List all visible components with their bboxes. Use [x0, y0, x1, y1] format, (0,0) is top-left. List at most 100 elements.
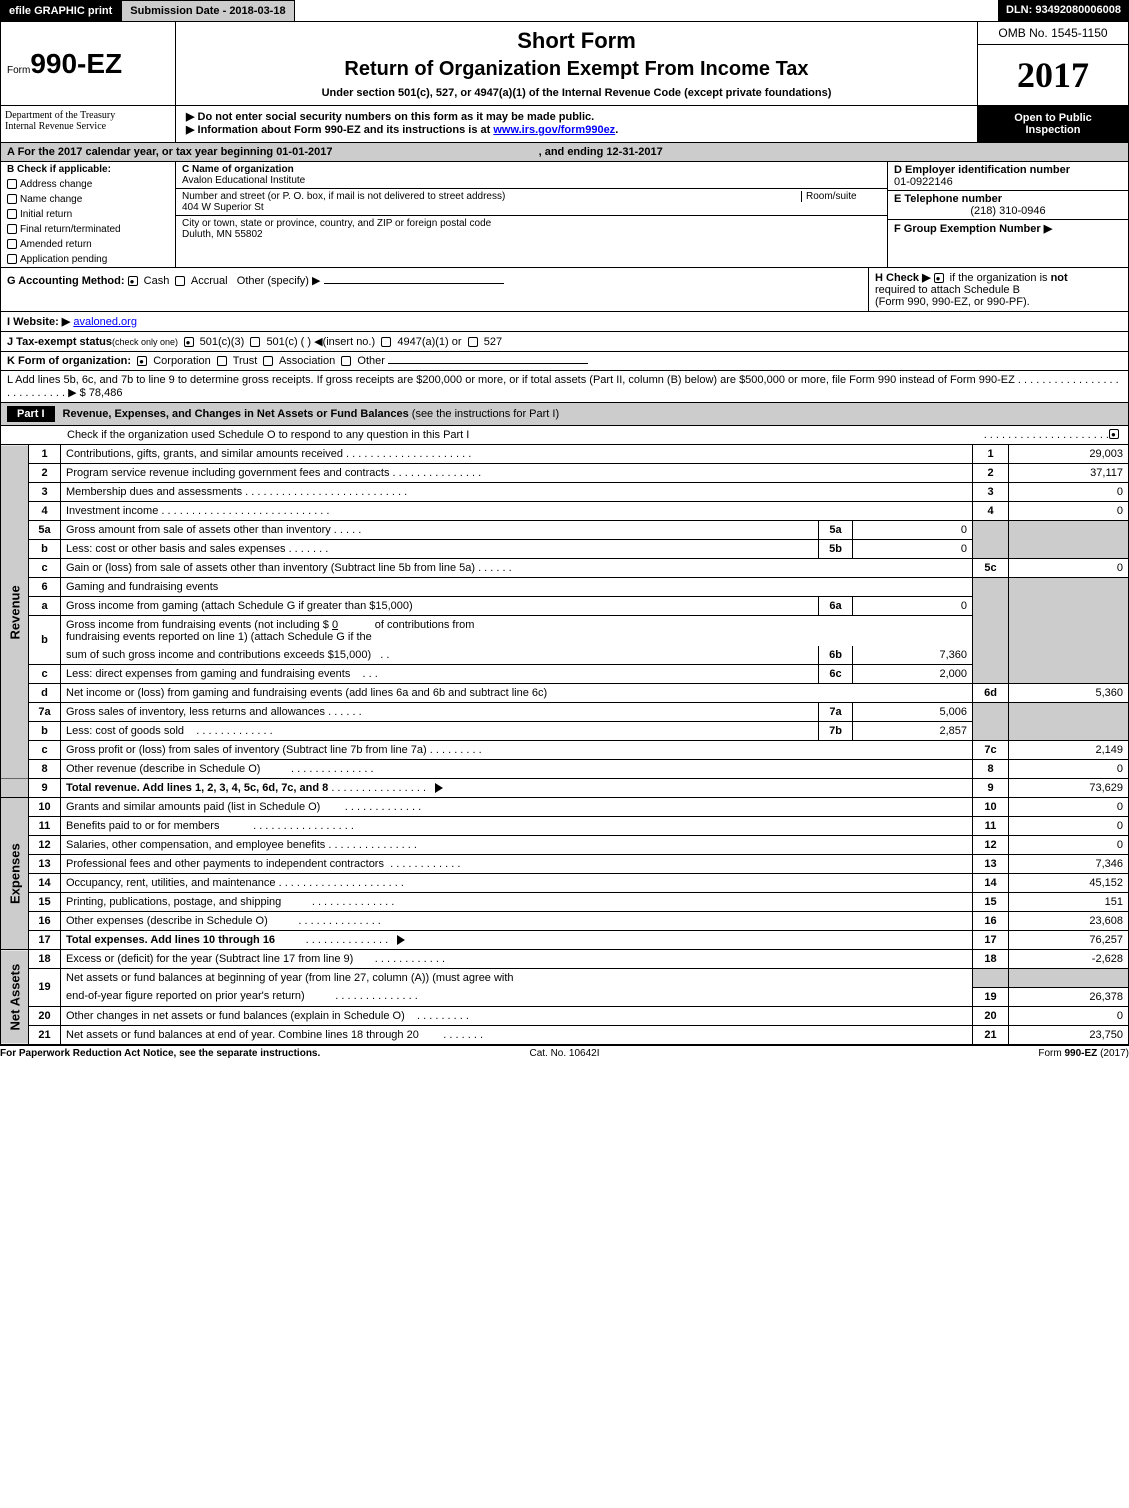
line-19-1: 19 Net assets or fund balances at beginn… — [1, 969, 1129, 988]
line-19-value: 26,378 — [1009, 987, 1129, 1006]
b-initial-return[interactable]: Initial return — [1, 207, 175, 222]
website-link[interactable]: avaloned.org — [73, 316, 137, 328]
efile-print-button[interactable]: efile GRAPHIC print — [0, 0, 121, 22]
line-20: 20 Other changes in net assets or fund b… — [1, 1006, 1129, 1025]
j-527-check[interactable] — [468, 337, 478, 347]
short-form-title: Short Form — [182, 28, 971, 54]
city-cell: City or town, state or province, country… — [176, 216, 887, 242]
h-text2: required to attach Schedule B — [875, 284, 1020, 296]
k-corp-check[interactable] — [137, 356, 147, 366]
k-trust-check[interactable] — [217, 356, 227, 366]
j-4947: 4947(a)(1) or — [397, 336, 461, 348]
j-sub: (check only one) ­ — [112, 337, 181, 347]
line-5a-value: 0 — [853, 521, 973, 540]
line-11: 11 Benefits paid to or for members . . .… — [1, 817, 1129, 836]
part-1-check[interactable] — [1109, 429, 1119, 439]
header-row-2: Department of the Treasury Internal Reve… — [0, 106, 1129, 143]
b-application-pending[interactable]: Application pending — [1, 252, 175, 267]
k-other-input[interactable] — [388, 363, 588, 364]
c-label: C Name of organization — [182, 164, 294, 175]
line-18-value: -2,628 — [1009, 950, 1129, 969]
omb-number: OMB No. 1545-1150 — [978, 22, 1128, 45]
d-label: D Employer identification number — [894, 164, 1070, 176]
dept-treasury: Department of the Treasury — [5, 110, 171, 121]
k-other: Other — [357, 355, 385, 367]
line-21-value: 23,750 — [1009, 1025, 1129, 1044]
main-title: Return of Organization Exempt From Incom… — [182, 58, 971, 81]
line-15-value: 151 — [1009, 893, 1129, 912]
section-b: B Check if applicable: Address change Na… — [1, 162, 176, 267]
instr2-prefix: ▶ Information about Form 990-EZ and its … — [186, 124, 493, 136]
lines-table: Revenue 1 Contributions, gifts, grants, … — [0, 445, 1129, 1045]
top-spacer — [295, 0, 998, 22]
line-1: Revenue 1 Contributions, gifts, grants, … — [1, 445, 1129, 464]
form-header: Form990-EZ Short Form Return of Organiza… — [0, 22, 1129, 106]
expenses-side: Expenses — [1, 798, 29, 950]
d-cell: D Employer identification number 01-0922… — [888, 162, 1128, 191]
footer-center: Cat. No. 10642I — [376, 1048, 752, 1059]
part-1-check-row: Check if the organization used Schedule … — [0, 426, 1129, 445]
l-amount: ▶ $ 78,486 — [68, 387, 122, 399]
c-value: Avalon Educational Institute — [182, 175, 881, 186]
line-18: Net Assets 18 Excess or (deficit) for th… — [1, 950, 1129, 969]
d-value: 01-0922146 — [894, 176, 1122, 188]
line-6a-value: 0 — [853, 597, 973, 616]
k-row: K Form of organization: Corporation Trus… — [0, 352, 1129, 371]
dept-irs: Internal Revenue Service — [5, 121, 171, 132]
line-a-end: , and ending 12-31-2017 — [539, 146, 663, 158]
line-5a: 5a Gross amount from sale of assets othe… — [1, 521, 1129, 540]
line-15: 15 Printing, publications, postage, and … — [1, 893, 1129, 912]
g-accrual-check[interactable] — [175, 276, 185, 286]
b-final-return[interactable]: Final return/terminated — [1, 222, 175, 237]
line-6: 6 Gaming and fundraising events — [1, 578, 1129, 597]
instr2-suffix: . — [615, 124, 618, 136]
section-bcdef: B Check if applicable: Address change Na… — [0, 162, 1129, 268]
g-label: G Accounting Method: — [7, 275, 125, 287]
line-2-value: 37,117 — [1009, 464, 1129, 483]
f-label: F Group Exemption Number ▶ — [894, 223, 1052, 235]
line-9: 9 Total revenue. Add lines 1, 2, 3, 4, 5… — [1, 779, 1129, 798]
g-accrual: Accrual — [191, 275, 228, 287]
b-amended-return[interactable]: Amended return — [1, 237, 175, 252]
k-other-check[interactable] — [341, 356, 351, 366]
line-5b: b Less: cost or other basis and sales ex… — [1, 540, 1129, 559]
h-check[interactable] — [934, 273, 944, 283]
line-14: 14 Occupancy, rent, utilities, and maint… — [1, 874, 1129, 893]
j-4947-check[interactable] — [381, 337, 391, 347]
part-1-header: Part I Revenue, Expenses, and Changes in… — [0, 403, 1129, 426]
b-address-change[interactable]: Address change — [1, 177, 175, 192]
line-20-value: 0 — [1009, 1006, 1129, 1025]
j-527: 527 — [484, 336, 502, 348]
k-assoc-check[interactable] — [263, 356, 273, 366]
arrow-icon — [435, 783, 443, 793]
i-label: I Website: ▶ — [7, 316, 70, 328]
open-line-2: Inspection — [982, 124, 1124, 136]
subtitle: Under section 501(c), 527, or 4947(a)(1)… — [182, 87, 971, 99]
department-cell: Department of the Treasury Internal Reve… — [1, 106, 176, 142]
k-label: K Form of organization: — [7, 355, 131, 367]
g-cash-check[interactable] — [128, 276, 138, 286]
h-not: not — [1051, 272, 1068, 284]
form-prefix: Form — [7, 65, 30, 76]
f-cell: F Group Exemption Number ▶ — [888, 220, 1128, 237]
revenue-side: Revenue — [1, 445, 29, 779]
k-corp: Corporation — [153, 355, 210, 367]
line-16-value: 23,608 — [1009, 912, 1129, 931]
part-1-check-text: Check if the organization used Schedule … — [7, 429, 984, 441]
instr-line-1: ▶ Do not enter social security numbers o… — [186, 110, 967, 123]
g-other-input[interactable] — [324, 283, 504, 284]
page-footer: For Paperwork Reduction Act Notice, see … — [0, 1045, 1129, 1059]
b-name-change[interactable]: Name change — [1, 192, 175, 207]
j-501c-check[interactable] — [250, 337, 260, 347]
j-501c3-check[interactable] — [184, 337, 194, 347]
line-9-value: 73,629 — [1009, 779, 1129, 798]
j-501c: 501(c) ( ) ◀(insert no.) — [266, 336, 375, 348]
part-1-title: Revenue, Expenses, and Changes in Net As… — [63, 408, 1122, 420]
street-label: Number and street (or P. O. box, if mail… — [182, 191, 801, 202]
irs-link[interactable]: www.irs.gov/form990ez — [493, 124, 615, 136]
street-value: 404 W Superior St — [182, 202, 881, 213]
top-bar: efile GRAPHIC print Submission Date - 20… — [0, 0, 1129, 22]
g-other: Other (specify) ▶ — [237, 275, 321, 287]
arrow-icon — [397, 935, 405, 945]
line-12-value: 0 — [1009, 836, 1129, 855]
